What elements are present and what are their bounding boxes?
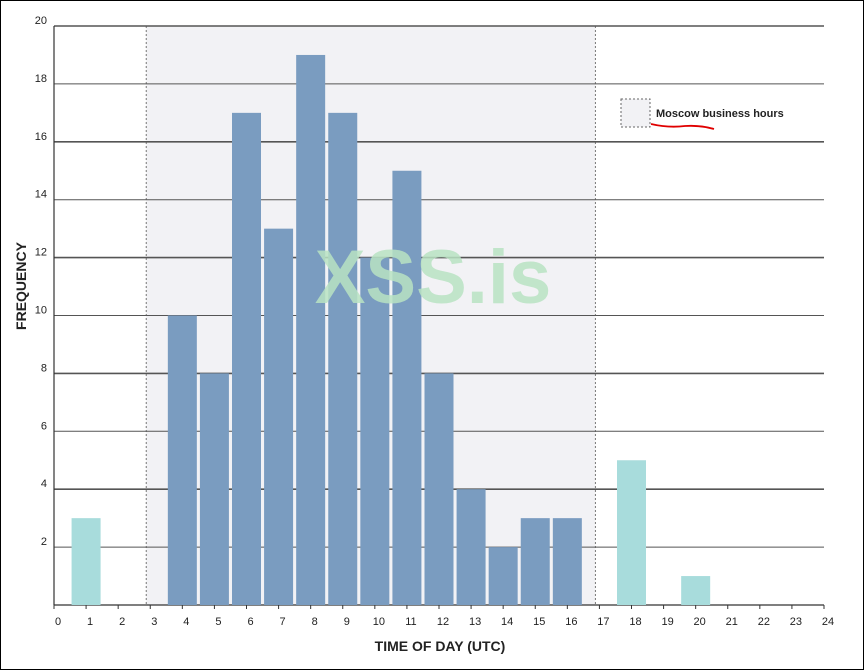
x-axis-title: TIME OF DAY (UTC): [375, 638, 506, 654]
y-tick-label: 8: [41, 362, 47, 374]
x-tick-label: 21: [726, 616, 738, 628]
legend-swatch: [620, 98, 651, 128]
x-tick-label: 20: [694, 616, 706, 628]
watermark-text: XSS.is: [315, 235, 552, 320]
y-tick-label: 6: [41, 420, 47, 432]
x-tick-label: 2: [119, 616, 125, 628]
bars: [71, 54, 711, 605]
bar-hour-16: [552, 518, 582, 605]
y-tick-label: 14: [35, 189, 47, 201]
x-tick-label: 16: [565, 616, 577, 628]
y-tick-labels: 2 4 6 8 10 12 14 16 18 20: [35, 15, 47, 548]
x-tick-label: 14: [501, 616, 513, 628]
bar-hour-12: [424, 373, 454, 605]
bar-hour-20: [681, 576, 711, 605]
y-tick-label: 2: [41, 536, 47, 548]
x-tick-label: 18: [629, 616, 641, 628]
bar-hour-1: [71, 518, 101, 605]
x-tick-label: 23: [790, 616, 802, 628]
y-tick-label: 10: [35, 305, 47, 317]
x-tick-label: 4: [183, 616, 189, 628]
y-tick-label: 20: [35, 15, 47, 27]
legend-label: Moscow business hours: [656, 108, 784, 120]
x-tick-label: 15: [533, 616, 545, 628]
bar-hour-18: [617, 460, 646, 605]
x-tick-labels: 0 1 2 3 4 5 6 7 8 9 10 11 12 13 14 15 16 17 18 19 20 21 22 23 24: [53, 605, 834, 628]
bar-hour-7: [264, 228, 294, 605]
x-tick-label: 0: [55, 616, 61, 628]
y-tick-label: 16: [35, 131, 47, 143]
bar-hour-4: [167, 315, 197, 605]
x-tick-label: 13: [469, 616, 481, 628]
x-tick-label: 8: [312, 616, 318, 628]
x-tick-label: 1: [87, 616, 93, 628]
x-tick-label: 7: [280, 616, 286, 628]
x-tick-label: 24: [822, 616, 834, 628]
bar-hour-15: [520, 518, 550, 605]
x-tick-label: 22: [758, 616, 770, 628]
x-tick-label: 19: [661, 616, 673, 628]
y-axis-title: FREQUENCY: [13, 241, 29, 330]
y-tick-label: 12: [35, 247, 47, 259]
bar-hour-5: [199, 373, 229, 605]
bar-hour-10: [360, 257, 390, 605]
x-tick-label: 9: [344, 616, 350, 628]
x-tick-label: 17: [597, 616, 609, 628]
y-tick-label: 4: [41, 478, 47, 490]
y-tick-label: 18: [35, 73, 47, 85]
red-underline-annotation: [650, 123, 715, 130]
x-tick-label: 10: [373, 616, 385, 628]
x-tick-label: 3: [151, 616, 157, 628]
x-tick-label: 11: [405, 616, 416, 628]
bar-hour-8: [296, 54, 326, 605]
x-tick-label: 6: [247, 616, 253, 628]
bar-hour-14: [488, 547, 518, 605]
legend: Moscow business hours: [620, 98, 784, 130]
bar-hour-9: [328, 112, 358, 605]
x-tick-label: 12: [437, 616, 449, 628]
x-tick-label: 5: [215, 616, 221, 628]
bar-hour-13: [456, 489, 486, 605]
bar-hour-6: [232, 112, 261, 605]
bar-hour-11: [392, 170, 422, 605]
